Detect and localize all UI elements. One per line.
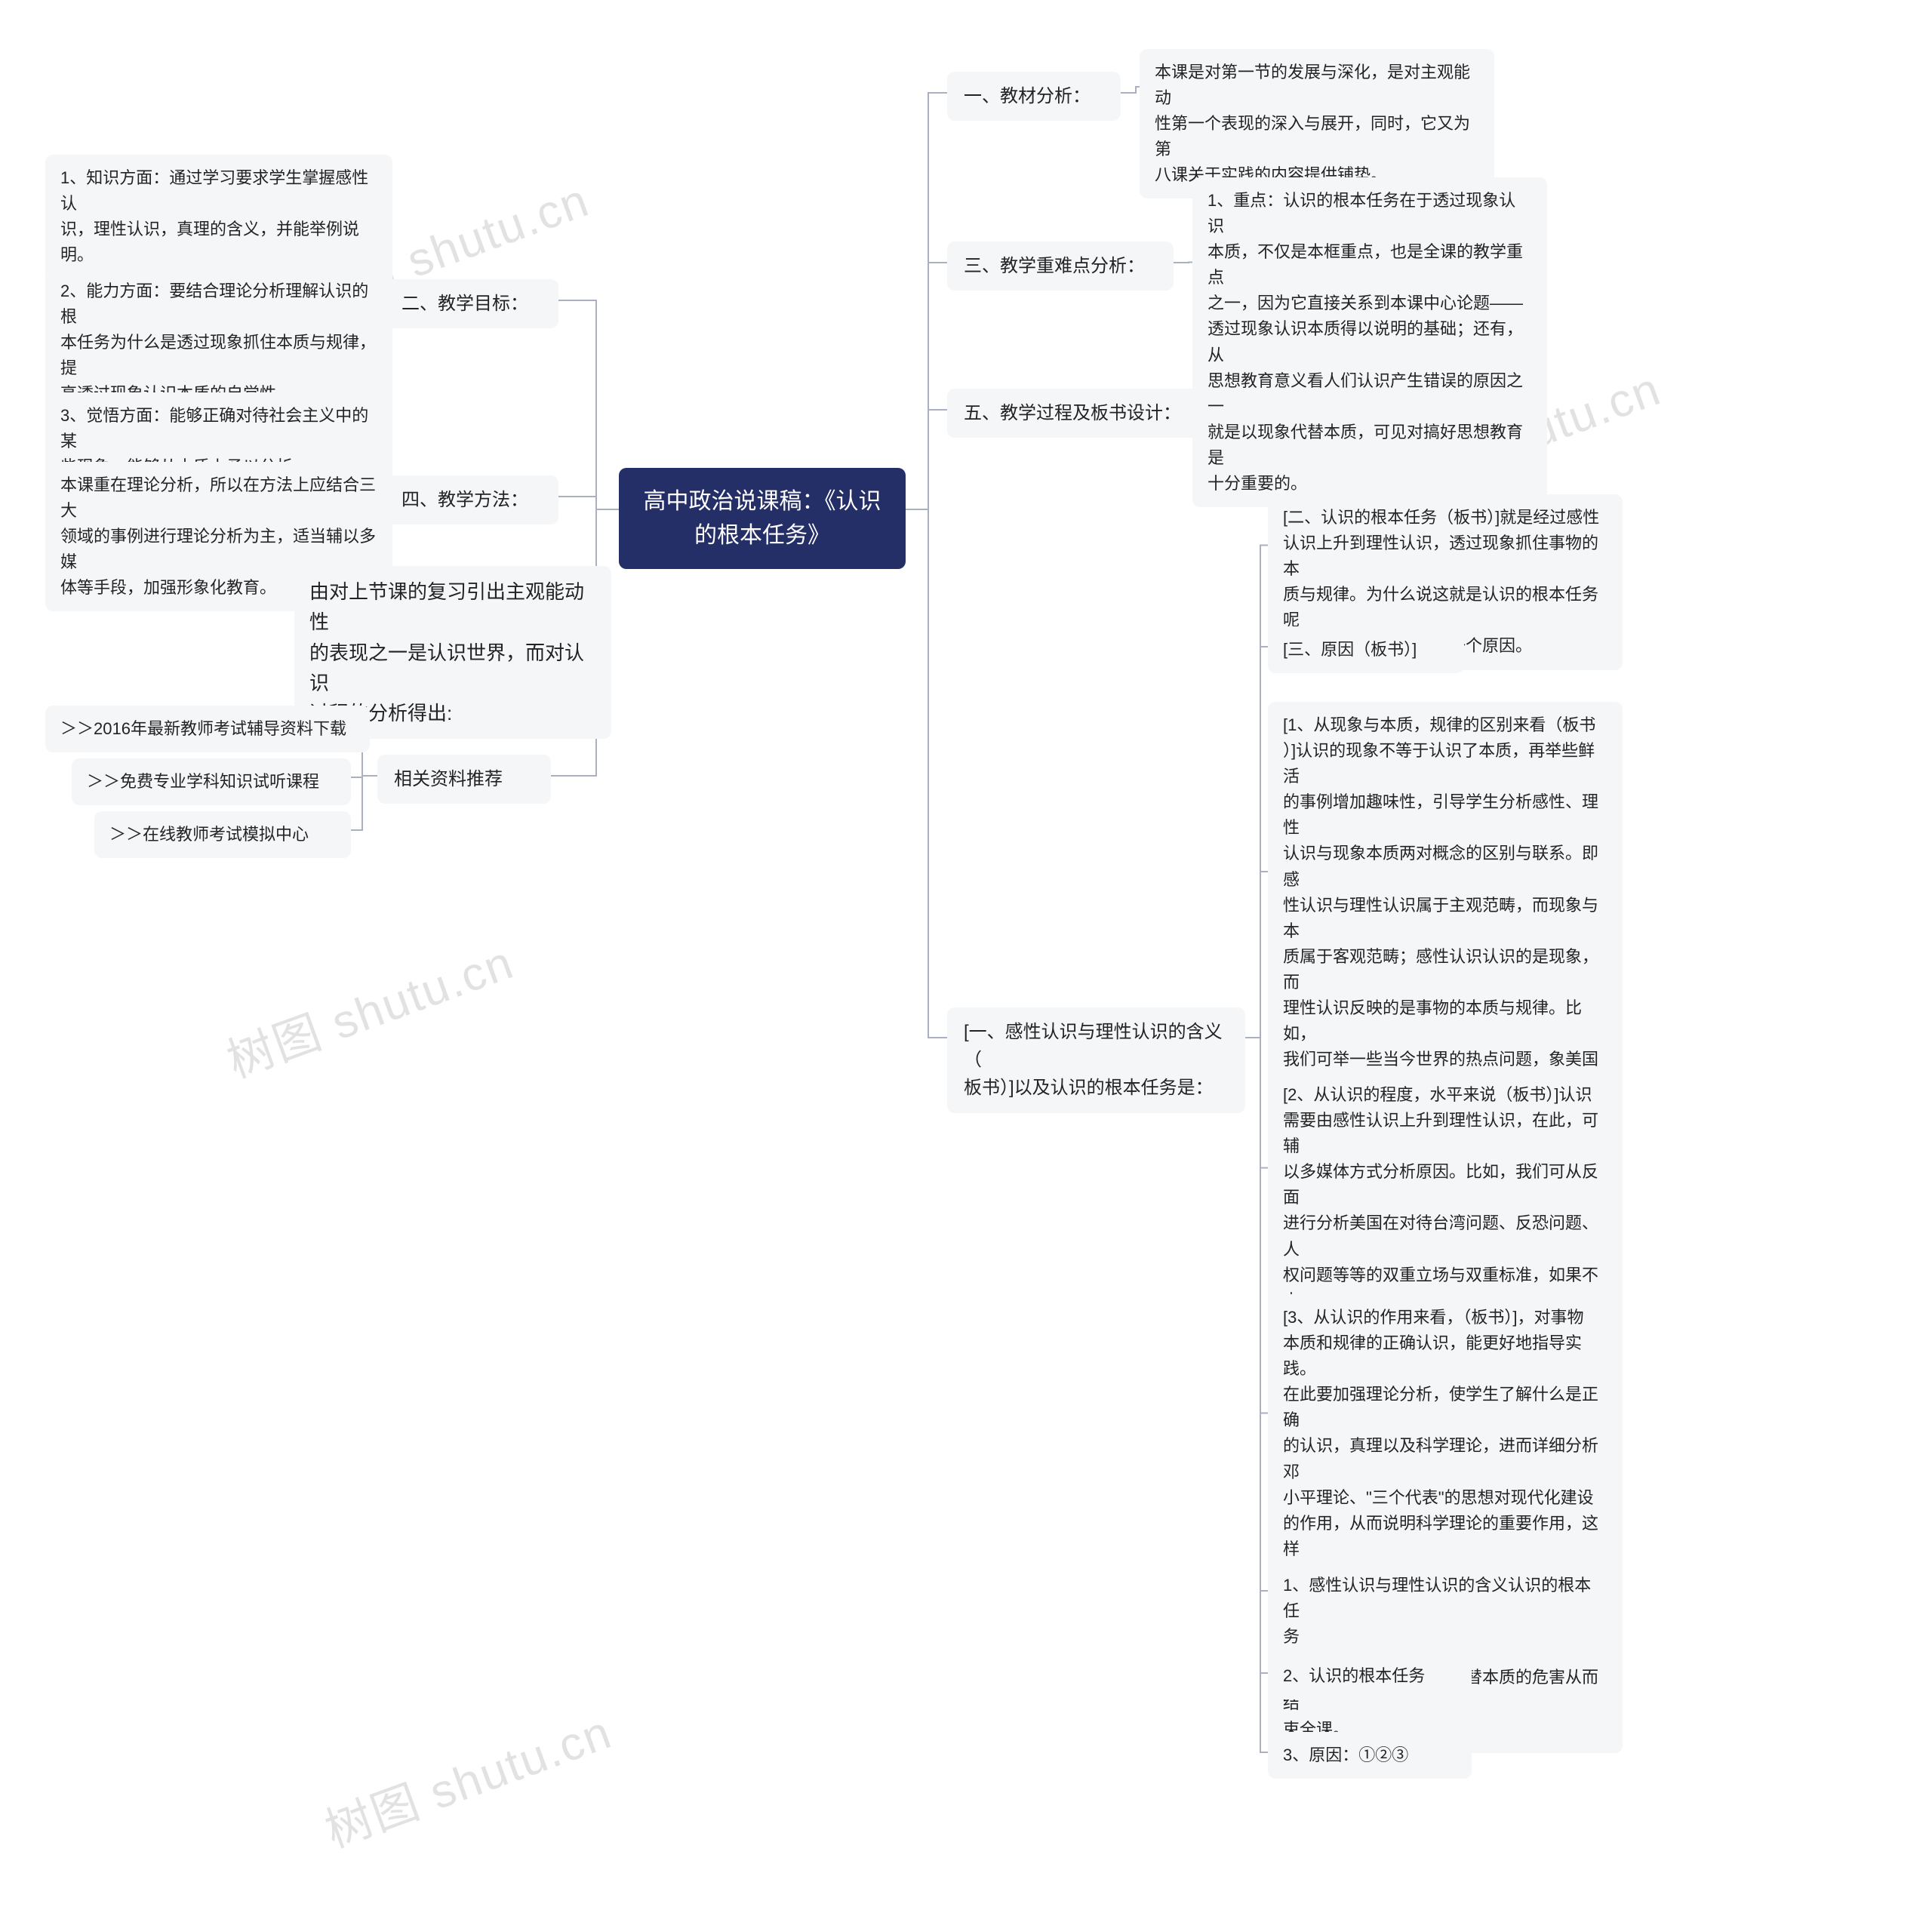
branch-material: 一、教材分析：: [947, 72, 1121, 121]
branch-section-one: [一、感性认识与理性认识的含义（ 板书）]以及认识的根本任务是：: [947, 1007, 1245, 1113]
root-node: 高中政治说课稿：《认识 的根本任务》: [619, 468, 906, 569]
watermark: 树图 shutu.cn: [315, 1694, 620, 1861]
leaf-related-1: ＞＞2016年最新教师考试辅导资料下载: [45, 706, 370, 752]
branch-process: 五、教学过程及板书设计：: [947, 389, 1208, 438]
leaf-related-2: ＞＞免费专业学科知识试听课程: [72, 758, 351, 805]
branch-methods: 四、教学方法：: [385, 475, 558, 524]
leaf-material-1: 本课是对第一节的发展与深化，是对主观能动 性第一个表现的深入与展开，同时，它又为…: [1140, 49, 1494, 198]
leaf-sectA-1: [三、原因（板书）]: [1268, 626, 1464, 673]
leaf-goals-1: 1、知识方面：通过学习要求学生掌握感性认 识，理性认识，真理的含义，并能举例说明…: [45, 155, 392, 278]
leaf-sectA-6: 2、认识的根本任务: [1268, 1653, 1472, 1699]
branch-difficulties: 三、教学重难点分析：: [947, 241, 1174, 291]
leaf-sectA-7: 3、原因：①②③: [1268, 1732, 1472, 1779]
leaf-difficulties-1: 1、重点：认识的根本任务在于透过现象认识 本质，不仅是本框重点，也是全课的教学重…: [1192, 177, 1547, 507]
branch-goals: 二、教学目标：: [385, 279, 558, 328]
watermark: 树图 shutu.cn: [217, 924, 521, 1091]
leaf-sectA-5: 1、感性认识与理性认识的含义认识的根本任 务: [1268, 1562, 1623, 1660]
leaf-related-3: ＞＞在线教师考试模拟中心: [94, 811, 351, 858]
branch-related: 相关资料推荐: [377, 755, 551, 804]
mindmap-canvas: 树图 shutu.cn树图 shutu.cn树图 shutu.cn树图 shut…: [0, 0, 1932, 1907]
